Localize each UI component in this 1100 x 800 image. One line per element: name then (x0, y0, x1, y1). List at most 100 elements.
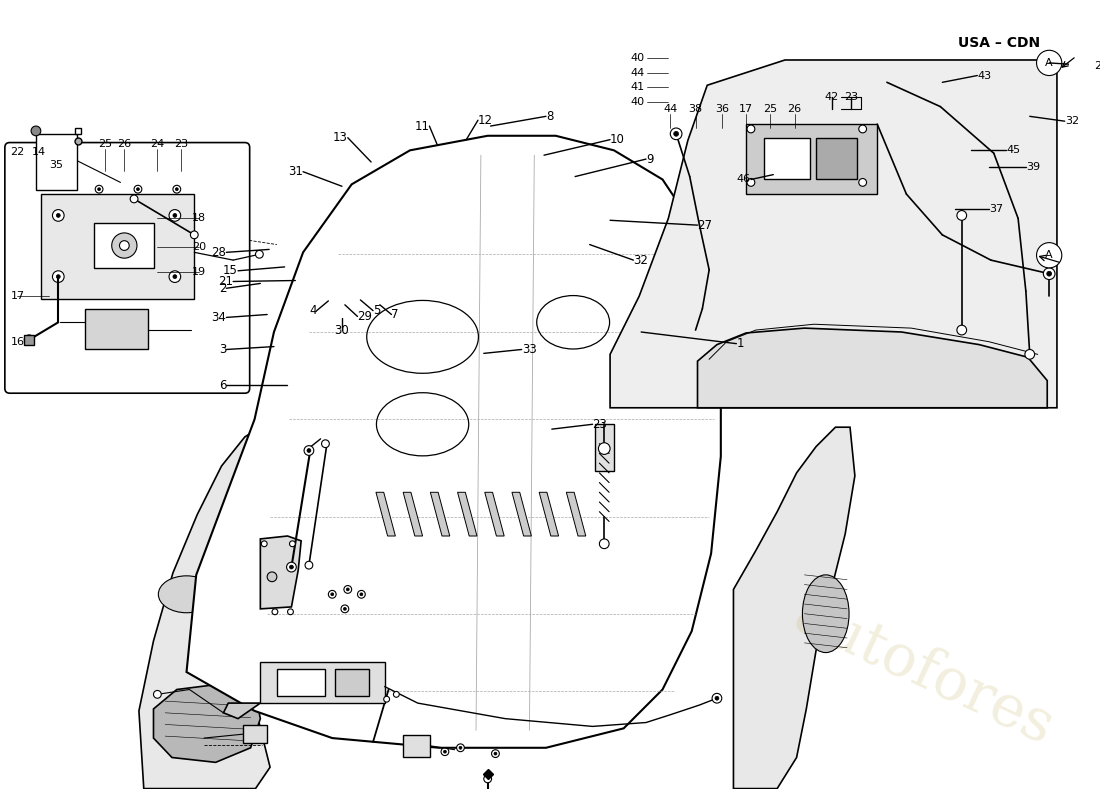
Bar (763, 138, 811, 178)
Text: 23: 23 (1093, 61, 1100, 71)
Circle shape (169, 210, 180, 222)
Circle shape (329, 590, 337, 598)
Text: A: A (1045, 58, 1053, 68)
Circle shape (341, 605, 349, 613)
Polygon shape (697, 328, 1047, 408)
Circle shape (394, 691, 399, 698)
Text: 11: 11 (415, 119, 429, 133)
Circle shape (598, 442, 611, 454)
Circle shape (289, 565, 294, 569)
Circle shape (130, 195, 138, 202)
Polygon shape (376, 492, 395, 536)
Circle shape (670, 128, 682, 140)
Circle shape (673, 131, 679, 136)
Text: 46: 46 (737, 174, 751, 185)
Bar (336, 669, 370, 696)
Text: 12: 12 (478, 114, 493, 126)
Text: 17: 17 (739, 103, 754, 114)
Circle shape (272, 609, 278, 614)
Text: 27: 27 (697, 218, 713, 232)
Circle shape (287, 562, 296, 572)
Text: 9: 9 (646, 153, 653, 166)
Text: 25: 25 (98, 138, 112, 149)
Text: 23: 23 (174, 138, 188, 149)
Text: 25: 25 (763, 103, 778, 114)
Polygon shape (458, 492, 477, 536)
Circle shape (136, 188, 140, 190)
Circle shape (96, 186, 103, 193)
Text: 39: 39 (1026, 162, 1039, 172)
Circle shape (859, 178, 867, 186)
Circle shape (255, 250, 263, 258)
Circle shape (443, 750, 447, 753)
Circle shape (747, 178, 755, 186)
Circle shape (321, 440, 329, 448)
Ellipse shape (158, 576, 214, 613)
Text: 26: 26 (118, 138, 131, 149)
Text: 20: 20 (192, 242, 206, 253)
Text: 26: 26 (788, 103, 802, 114)
Text: 29: 29 (358, 310, 373, 323)
Text: 19: 19 (192, 266, 206, 277)
Text: 21: 21 (218, 275, 233, 288)
Bar (85, 309, 147, 350)
Circle shape (307, 449, 311, 453)
Bar (95, 223, 154, 268)
Circle shape (304, 446, 313, 455)
Text: 10: 10 (610, 133, 625, 146)
Circle shape (287, 609, 294, 614)
Circle shape (441, 748, 449, 755)
Circle shape (53, 270, 64, 282)
Text: 24: 24 (151, 138, 165, 149)
Circle shape (98, 188, 100, 190)
Bar (277, 669, 326, 696)
Circle shape (289, 541, 295, 546)
Circle shape (154, 690, 162, 698)
Polygon shape (139, 427, 271, 789)
Text: 41: 41 (630, 82, 645, 92)
Circle shape (56, 214, 60, 218)
Circle shape (360, 593, 363, 596)
Circle shape (56, 274, 60, 278)
Circle shape (715, 696, 719, 700)
Text: 43: 43 (977, 70, 991, 81)
Text: 14: 14 (32, 147, 46, 158)
Text: 2: 2 (219, 282, 227, 294)
Text: 3: 3 (219, 343, 227, 356)
Text: 32: 32 (634, 254, 648, 266)
Text: 45: 45 (1006, 146, 1021, 155)
Text: 7: 7 (392, 308, 399, 321)
Circle shape (1047, 271, 1052, 276)
Polygon shape (261, 536, 301, 609)
Polygon shape (430, 492, 450, 536)
Circle shape (459, 746, 462, 750)
Bar (243, 726, 267, 743)
Bar (404, 735, 430, 757)
FancyBboxPatch shape (4, 142, 250, 393)
Text: 6: 6 (219, 379, 227, 392)
Polygon shape (485, 492, 504, 536)
Text: 44: 44 (663, 103, 678, 114)
Text: 16: 16 (11, 337, 24, 346)
Polygon shape (512, 492, 531, 536)
Bar (594, 424, 614, 471)
Circle shape (957, 325, 967, 335)
Circle shape (120, 241, 129, 250)
Circle shape (262, 541, 267, 546)
Text: 18: 18 (192, 214, 206, 223)
Circle shape (600, 539, 609, 549)
Text: 40: 40 (630, 97, 645, 106)
Polygon shape (566, 492, 586, 536)
Circle shape (175, 188, 178, 190)
Text: 4: 4 (309, 304, 317, 317)
Text: a part: a part (267, 486, 394, 528)
Text: A: A (1045, 250, 1053, 260)
Text: 28: 28 (211, 246, 227, 259)
Circle shape (343, 607, 346, 610)
Circle shape (190, 231, 198, 238)
Circle shape (1025, 350, 1035, 359)
Text: Autofore: Autofore (309, 538, 469, 573)
Polygon shape (223, 703, 261, 718)
Circle shape (1036, 50, 1062, 75)
Text: 23: 23 (593, 418, 607, 430)
